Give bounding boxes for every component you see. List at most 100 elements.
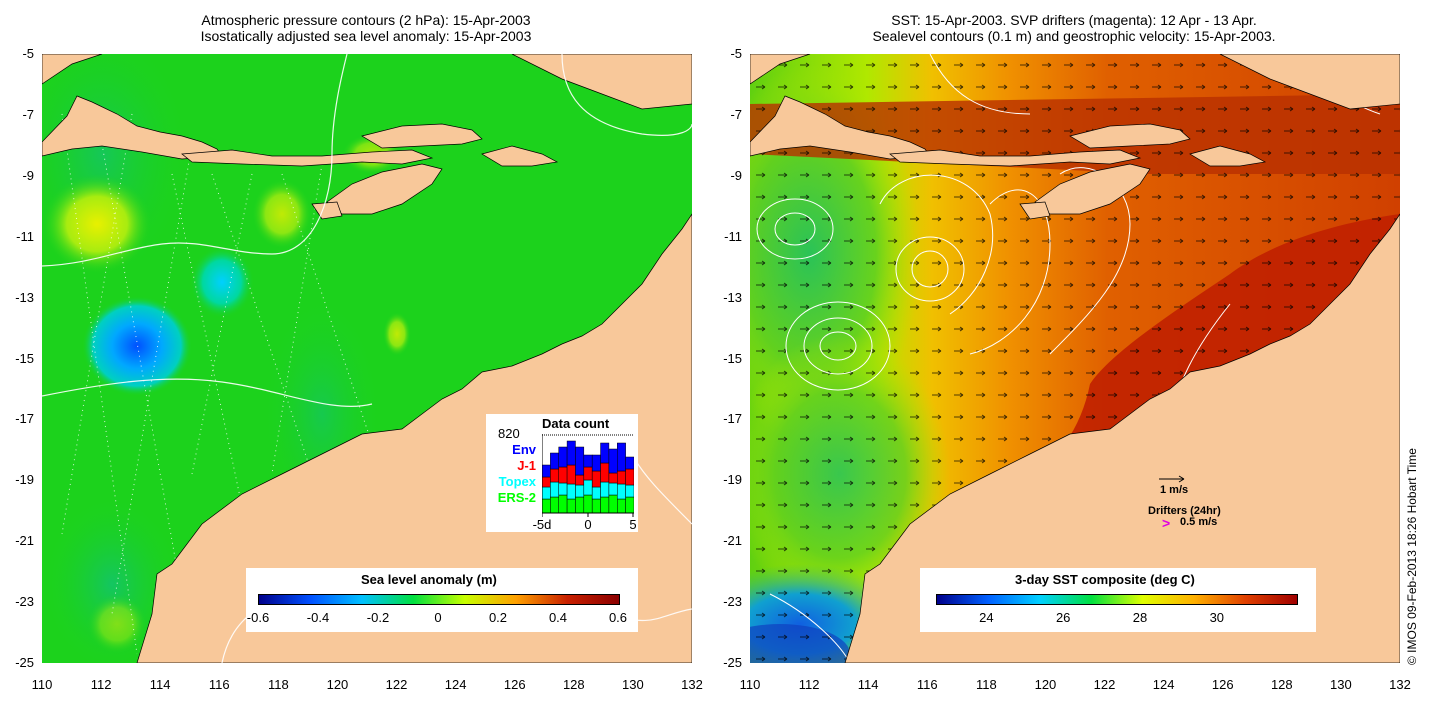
data-count-legend-item: Topex xyxy=(498,474,536,489)
histogram-bar xyxy=(550,468,559,483)
island-nusa-tenggara xyxy=(181,149,434,167)
histogram-bar xyxy=(550,496,559,514)
y-tick-label: -25 xyxy=(15,655,34,670)
data-count-title: Data count xyxy=(542,416,610,431)
y-tick-label: -17 xyxy=(15,411,34,427)
y-tick-label: -5 xyxy=(730,46,742,61)
island-java xyxy=(42,95,223,160)
histogram-bar xyxy=(550,481,559,498)
histogram-bar xyxy=(625,456,634,470)
y-tick-label: -21 xyxy=(723,533,742,549)
left-australia-mainland xyxy=(136,213,692,663)
histogram-bar xyxy=(558,446,568,468)
y-tick-label: -9 xyxy=(22,167,34,183)
colorbar-tick-label: 0.6 xyxy=(608,610,628,625)
histogram-bar xyxy=(575,446,585,476)
left-map-graphic xyxy=(42,54,692,663)
histogram-bar xyxy=(583,454,593,468)
histogram-bar xyxy=(591,498,601,514)
histogram-bar xyxy=(600,442,610,464)
histogram-bar xyxy=(542,464,551,478)
right-title: SST: 15-Apr-2003. SVP drifters (magenta)… xyxy=(748,12,1400,44)
x-tick-label: 128 xyxy=(562,677,585,692)
data-count-legend-item: Env xyxy=(512,442,536,457)
y-tick-label: -23 xyxy=(723,594,742,610)
histogram-bar xyxy=(625,468,634,486)
x-tick-label: 116 xyxy=(208,677,230,692)
histogram-bar xyxy=(542,486,551,500)
histogram-bar xyxy=(558,466,568,484)
histogram-bar xyxy=(608,482,618,496)
x-tick-label: 114 xyxy=(149,677,171,692)
colorbar-tick-label: 0.4 xyxy=(548,610,568,625)
y-tick-label: -11 xyxy=(16,228,34,244)
histogram-bar xyxy=(625,484,634,498)
colorbar-tick-label: 28 xyxy=(1132,610,1148,625)
right-colorbar-title: 3-day SST composite (deg C) xyxy=(1015,572,1195,587)
data-count-inset: 820 Data count Env J-1 Topex ERS-2 -5d 0 5 xyxy=(486,414,638,532)
sea-level-low-anomaly xyxy=(82,296,192,396)
left-colorbar xyxy=(258,594,620,605)
velocity-scale-arrow xyxy=(1159,475,1185,483)
histogram-bar xyxy=(575,474,585,486)
x-tick-label: 126 xyxy=(503,677,526,692)
histogram-bar xyxy=(600,462,610,483)
x-tick-label: 128 xyxy=(1270,677,1293,692)
colorbar-tick-label: -0.6 xyxy=(246,610,270,625)
x-tick-label: 118 xyxy=(267,677,289,692)
histogram-bar xyxy=(617,442,626,472)
histogram-bar xyxy=(617,483,626,500)
data-count-legend-item: J-1 xyxy=(517,458,536,473)
drifters-label: Drifters (24hr) xyxy=(1148,505,1221,517)
left-map-sea-level-anomaly[interactable] xyxy=(42,54,692,663)
data-count-x-tick: 0 xyxy=(584,517,592,532)
histogram-bar xyxy=(600,496,610,514)
histogram-bar xyxy=(575,496,585,514)
x-tick-label: 132 xyxy=(1389,677,1411,692)
histogram-bar xyxy=(583,494,593,514)
right-colorbar-panel: 3-day SST composite (deg C) 24 26 28 30 xyxy=(920,568,1316,632)
histogram-bar xyxy=(542,476,551,488)
data-count-histogram xyxy=(542,434,634,517)
x-tick-label: 112 xyxy=(798,677,820,692)
y-tick-label: -19 xyxy=(15,472,34,488)
drifter-symbol: > xyxy=(1162,515,1171,531)
left-colorbar-title: Sea level anomaly (m) xyxy=(361,572,497,587)
data-count-x-tick: -5d xyxy=(532,517,552,532)
right-map-graphic xyxy=(750,54,1400,663)
right-colorbar xyxy=(936,594,1298,605)
histogram-bar xyxy=(608,448,618,474)
histogram-bar xyxy=(558,482,568,496)
colorbar-tick-label: 24 xyxy=(979,610,994,625)
right-map-sst[interactable] xyxy=(750,54,1400,663)
histogram-bar xyxy=(583,466,593,481)
right-land xyxy=(750,54,1400,663)
velocity-scale-label: 1 m/s xyxy=(1160,484,1189,496)
x-tick-label: 120 xyxy=(326,677,349,692)
x-tick-label: 112 xyxy=(90,677,112,692)
histogram-bar xyxy=(617,498,626,514)
histogram-bar xyxy=(566,498,576,514)
colorbar-tick-label: 0.2 xyxy=(488,610,508,625)
x-tick-label: 110 xyxy=(31,677,53,692)
left-colorbar-panel: Sea level anomaly (m) -0.6 -0.4 -0.2 0 0.2 0.… xyxy=(246,568,638,632)
histogram-bar xyxy=(617,470,626,485)
x-tick-label: 122 xyxy=(1093,677,1116,692)
x-tick-label: 110 xyxy=(739,677,761,692)
y-tick-label: -23 xyxy=(15,594,34,610)
colorbar-tick-label: 30 xyxy=(1209,610,1225,625)
y-tick-label: -13 xyxy=(15,289,34,305)
left-title-line2: Isostatically adjusted sea level anomaly… xyxy=(200,28,532,44)
y-tick-label: -19 xyxy=(723,472,742,488)
sea-level-high-anomaly xyxy=(42,174,152,274)
histogram-bar xyxy=(566,440,576,466)
y-tick-label: -15 xyxy=(15,350,34,366)
x-tick-label: 124 xyxy=(1152,677,1175,692)
y-tick-label: -21 xyxy=(15,533,34,549)
right-australia-mainland xyxy=(844,213,1400,663)
y-tick-label: -5 xyxy=(22,46,34,61)
histogram-bar xyxy=(550,452,559,470)
x-tick-label: 122 xyxy=(385,677,408,692)
colorbar-tick-label: 26 xyxy=(1055,610,1071,625)
histogram-bar xyxy=(600,481,610,498)
